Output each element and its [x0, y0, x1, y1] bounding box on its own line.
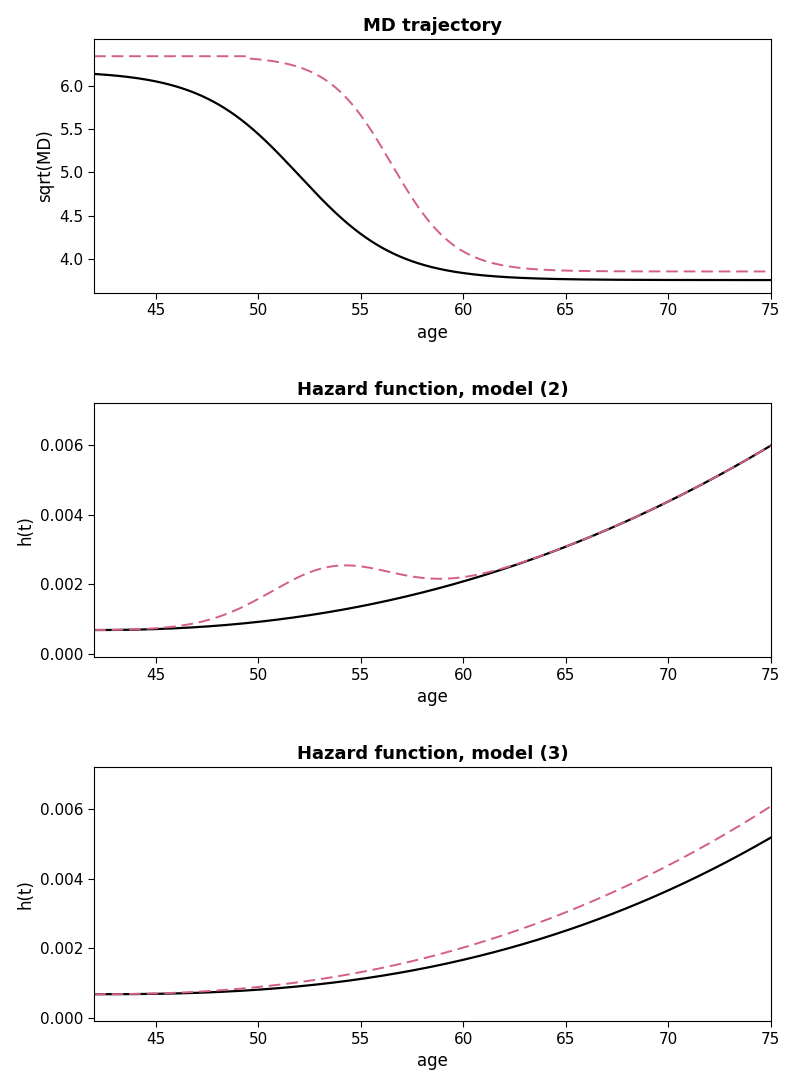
X-axis label: age: age [417, 324, 448, 342]
X-axis label: age: age [417, 688, 448, 707]
Y-axis label: sqrt(MD): sqrt(MD) [36, 129, 54, 202]
Title: Hazard function, model (3): Hazard function, model (3) [296, 745, 568, 763]
Title: MD trajectory: MD trajectory [363, 16, 502, 35]
Y-axis label: h(t): h(t) [17, 879, 34, 910]
X-axis label: age: age [417, 1052, 448, 1071]
Y-axis label: h(t): h(t) [17, 515, 34, 545]
Title: Hazard function, model (2): Hazard function, model (2) [296, 380, 568, 399]
